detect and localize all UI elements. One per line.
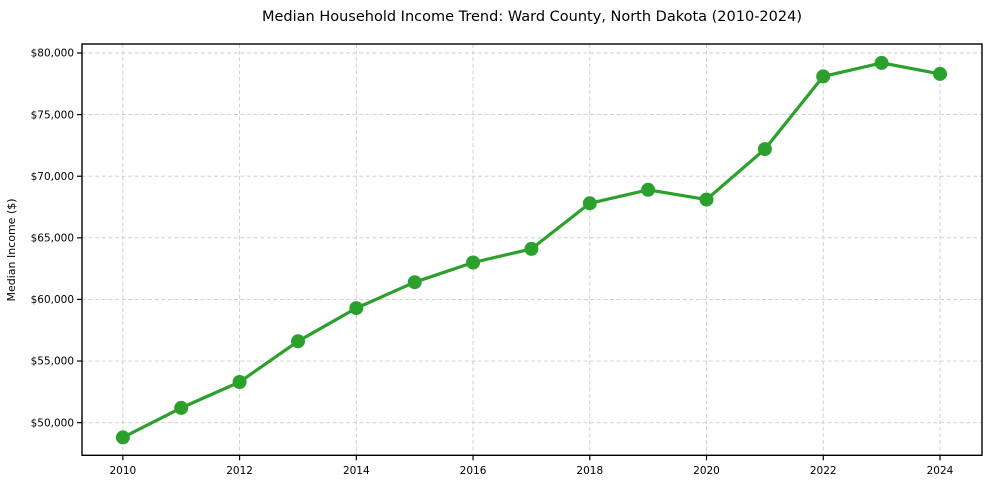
data-point <box>582 196 597 211</box>
data-point <box>115 430 130 445</box>
y-tick-label: $50,000 <box>31 417 74 429</box>
data-point <box>174 400 189 415</box>
y-tick-label: $80,000 <box>31 48 74 60</box>
data-point <box>466 255 481 270</box>
data-series <box>115 55 947 445</box>
data-point <box>524 241 539 256</box>
plot-border <box>81 43 983 456</box>
gridlines <box>82 44 982 456</box>
y-tick-label: $55,000 <box>31 356 74 368</box>
x-tick-label: 2014 <box>343 465 370 477</box>
data-point <box>407 275 422 290</box>
x-tick-label: 2016 <box>460 465 487 477</box>
y-tick-label: $60,000 <box>31 294 74 306</box>
x-tick-label: 2020 <box>693 465 720 477</box>
data-point <box>933 66 947 81</box>
x-tick-label: 2024 <box>927 465 954 477</box>
axis-ticks <box>77 52 941 461</box>
x-tick-label: 2010 <box>109 465 136 477</box>
y-tick-label: $75,000 <box>31 109 74 121</box>
data-point <box>349 301 364 316</box>
x-tick-label: 2022 <box>810 465 837 477</box>
chart-title: Median Household Income Trend: Ward Coun… <box>262 9 802 25</box>
y-tick-labels: $50,000 $55,000 $60,000 $65,000 $70,000 $75,0… <box>31 48 74 430</box>
y-tick-label: $70,000 <box>31 171 74 183</box>
y-tick-label: $65,000 <box>31 233 74 245</box>
data-point <box>232 375 247 389</box>
data-point <box>699 192 714 207</box>
data-point <box>641 182 656 197</box>
x-tick-labels: 2010 2012 2014 2016 2018 2020 2022 2024 <box>109 465 953 477</box>
y-axis-label: Median Income ($) <box>5 198 18 301</box>
data-point <box>874 55 889 70</box>
data-point <box>816 69 831 84</box>
data-point <box>757 142 772 157</box>
data-point <box>291 334 305 349</box>
x-tick-label: 2012 <box>226 465 253 477</box>
x-tick-label: 2018 <box>576 465 603 477</box>
